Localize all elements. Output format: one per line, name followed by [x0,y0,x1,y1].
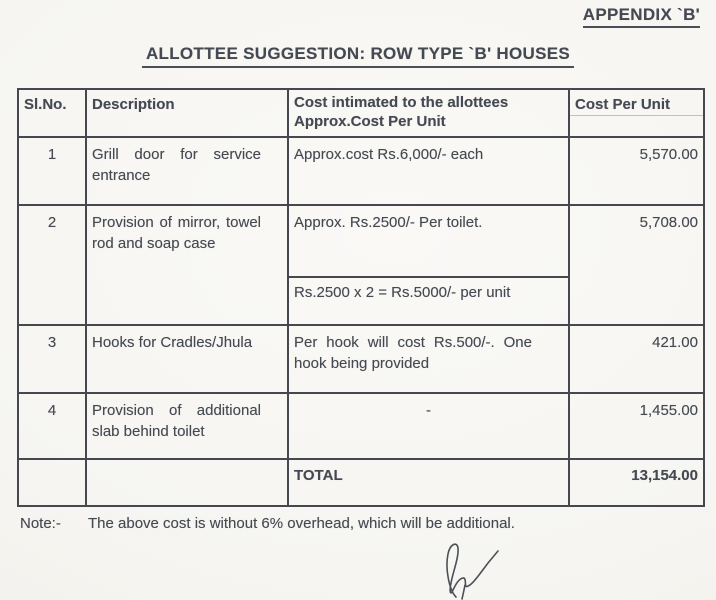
appendix-label: APPENDIX `B' [582,5,700,28]
row4-cost-per-unit: 1,455.00 [568,391,705,460]
row1-description: Grill door for service entrance [85,135,289,206]
table-row: 3 Hooks for Cradles/Jhula Per hook will … [17,323,705,394]
total-empty-slno [17,457,87,507]
table-row: 1 Grill door for service entrance Approx… [17,135,705,206]
row2-cost-per-unit: 5,708.00 [568,203,705,326]
row4-sl-no: 4 [17,391,87,460]
table-header-row: Sl.No. Description Cost intimated to the… [17,88,705,138]
scan-artifact-line [570,115,703,116]
cost-table: Sl.No. Description Cost intimated to the… [17,88,705,507]
note-text: The above cost is without 6% overhead, w… [88,515,515,532]
row1-sl-no: 1 [17,135,87,206]
table-total-row: TOTAL 13,154.00 [17,457,705,507]
title-row: ALLOTTEE SUGGESTION: ROW TYPE `B' HOUSES [0,44,716,68]
row2-description: Provision of mirror, towel rod and soap … [85,203,289,326]
header-description: Description [85,88,289,138]
header-sl-no: Sl.No. [17,88,87,138]
page-title: ALLOTTEE SUGGESTION: ROW TYPE `B' HOUSES [141,44,575,68]
table-row: 2 Provision of mirror, towel rod and soa… [17,203,705,326]
total-empty-description [85,457,289,507]
header-cost-per-unit: Cost Per Unit [568,88,705,138]
row2-sl-no: 2 [17,203,87,326]
row1-cost-per-unit: 5,570.00 [568,135,705,206]
row4-cost-intimated: - [287,391,570,460]
row3-cost-per-unit: 421.00 [568,323,705,394]
row3-description: Hooks for Cradles/Jhula [85,323,289,394]
row3-cost-intimated: Per hook will cost Rs.500/-. One hook be… [287,323,570,394]
signature-mark [446,543,499,600]
footer-note: Note:- The above cost is without 6% over… [20,515,680,532]
total-label: TOTAL [287,457,570,507]
row3-sl-no: 3 [17,323,87,394]
row4-description: Provision of additional slab behind toil… [85,391,289,460]
row2-cost-intimated-main: Approx. Rs.2500/- Per toilet. [294,213,483,231]
header-cost-intimated: Cost intimated to the allottees Approx.C… [287,88,570,138]
row1-cost-intimated: Approx.cost Rs.6,000/- each [287,135,570,206]
row2-cost-intimated: Approx. Rs.2500/- Per toilet. Rs.2500 x … [287,203,570,326]
row2-cost-intimated-sub: Rs.2500 x 2 = Rs.5000/- per unit [289,275,568,309]
total-value: 13,154.00 [568,457,705,507]
header-cost-per-unit-label: Cost Per Unit [575,96,671,113]
note-prefix: Note:- [20,515,61,532]
table-row: 4 Provision of additional slab behind to… [17,391,705,460]
